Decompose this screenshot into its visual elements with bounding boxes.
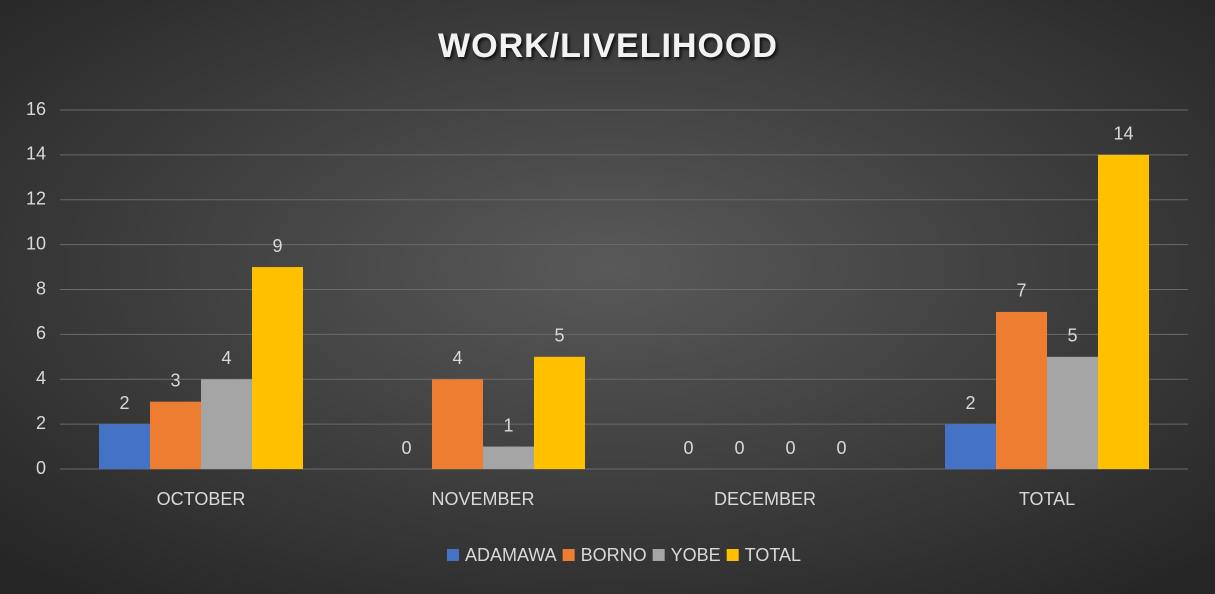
data-label: 0: [836, 438, 846, 458]
legend-label: BORNO: [581, 545, 647, 565]
y-tick-label: 10: [26, 233, 46, 253]
x-tick-label: NOVEMBER: [431, 489, 534, 509]
y-tick-label: 14: [26, 144, 46, 164]
x-tick-label: DECEMBER: [714, 489, 816, 509]
data-label: 4: [452, 348, 462, 368]
legend-swatch: [562, 549, 575, 561]
bar: [1047, 356, 1098, 469]
data-label: 5: [1067, 326, 1077, 346]
x-tick-label: TOTAL: [1019, 489, 1075, 509]
bar: [201, 379, 252, 469]
data-label: 2: [119, 393, 129, 413]
bar: [483, 446, 534, 469]
bar: [252, 267, 303, 469]
bar: [945, 424, 996, 469]
y-tick-label: 4: [36, 368, 46, 388]
data-label: 5: [554, 326, 564, 346]
bar: [99, 424, 150, 469]
data-label: 0: [683, 438, 693, 458]
chart-title: WORK/LIVELIHOOD: [438, 27, 778, 65]
bar: [996, 311, 1047, 469]
bar: [432, 379, 483, 469]
legend-swatch: [652, 549, 665, 561]
legend-swatch: [446, 549, 459, 561]
data-label: 3: [170, 370, 180, 390]
data-label: 9: [272, 236, 282, 256]
data-label: 0: [401, 438, 411, 458]
y-tick-label: 16: [26, 99, 46, 119]
legend-label: TOTAL: [745, 545, 801, 565]
y-tick-label: 12: [26, 189, 46, 209]
data-label: 1: [503, 415, 513, 435]
y-tick-label: 8: [36, 278, 46, 298]
data-label: 0: [734, 438, 744, 458]
bar: [1098, 154, 1149, 469]
legend-label: YOBE: [671, 545, 721, 565]
data-label: 14: [1113, 124, 1133, 144]
data-label: 2: [965, 393, 975, 413]
legend-swatch: [726, 549, 739, 561]
data-label: 7: [1016, 281, 1026, 301]
y-tick-label: 6: [36, 323, 46, 343]
legend-label: ADAMAWA: [465, 545, 557, 565]
data-label: 4: [221, 348, 231, 368]
y-tick-label: 0: [36, 458, 46, 478]
x-tick-label: OCTOBER: [157, 489, 246, 509]
bar: [534, 356, 585, 469]
data-label: 0: [785, 438, 795, 458]
y-tick-label: 2: [36, 413, 46, 433]
bar: [150, 401, 201, 469]
